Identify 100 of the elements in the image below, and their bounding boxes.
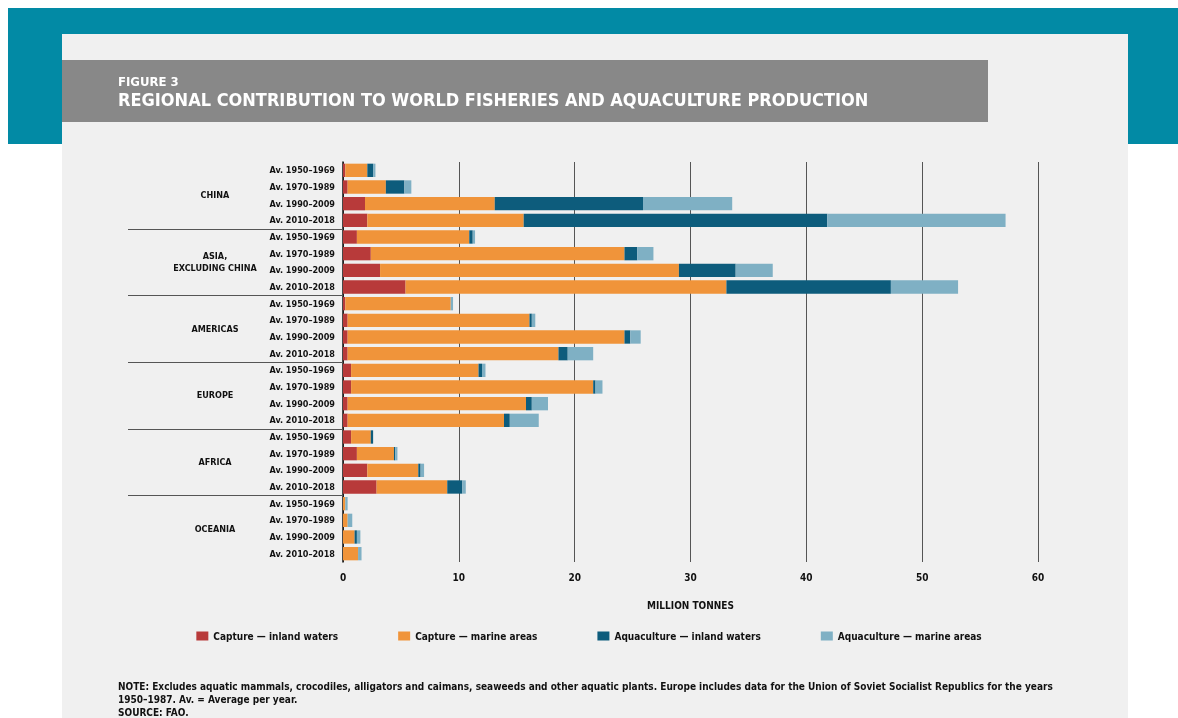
chart-title: REGIONAL CONTRIBUTION TO WORLD FISHERIES AND AQUACULTURE PRODUCTION [118,89,869,110]
bar [735,263,773,277]
y-tick-label: Av. 2010–2018 [269,215,336,226]
y-tick-label: Av. 1970–1989 [269,382,336,392]
bar [678,263,736,277]
bar [345,163,368,177]
bar [343,380,352,394]
bar [343,413,348,427]
bar [343,363,352,377]
y-tick-label: Av. 1950–1969 [269,232,336,242]
bar [531,397,549,411]
x-tick-label: 60 [1031,571,1045,583]
text: CHINA [200,190,231,201]
bar [343,480,377,494]
y-tick-label: Av. 2010–2018 [269,348,336,359]
bar [404,180,412,194]
bar [347,330,625,344]
bar [351,380,594,394]
x-tick-label: 10 [452,571,466,583]
bar [347,313,530,327]
bar [523,213,828,227]
y-tick-label: Av. 1950–1969 [269,165,336,176]
text: NOTE: Excludes aquatic mammals, crocodiles, alligators and caimans, seaweeds and other aquatic plants. Europe includes data for the Union of Soviet Socialist Republics for the years 1950–1987. Av. = Average per year. [118,680,1054,706]
x-tick-label: 50 [915,571,929,583]
bar [351,363,479,377]
y-tick-label: Av. 1990–2009 [269,398,336,409]
bar [890,280,959,294]
y-tick-label: Av. 1970–1989 [269,182,336,192]
bar [462,480,466,494]
bar [637,247,654,261]
bar [624,330,631,344]
y-tick-label: Av. 1950–1969 [269,498,336,509]
x-axis-title: MILLION TONNES [647,599,734,611]
y-tick-label: Av. 1970–1989 [269,448,336,459]
y-tick-label: Av. 1990–2009 [269,198,336,209]
bar [343,347,348,361]
bar [558,347,568,361]
bar [343,430,352,444]
bar [827,213,1006,227]
bar [504,413,510,427]
bar [343,313,348,327]
y-tick-label: Av. 1990–2009 [269,265,336,276]
y-tick-label: Av. 1950–1969 [269,298,336,309]
bar [385,180,405,194]
legend-label: Capture — inland waters [213,630,339,642]
y-tick-label: Av. 1990–2009 [269,332,336,342]
bar [343,530,355,544]
bar [354,530,357,544]
bar [343,197,366,211]
y-tick-label: Av. 1950–1969 [269,432,336,442]
bar [343,213,368,227]
bar [343,447,357,461]
bar [343,330,348,344]
x-tick-label: 20 [568,571,581,583]
bar [343,513,348,527]
bar [343,230,357,244]
bar [595,380,603,394]
text: EUROPE [196,390,234,401]
bar [494,197,644,211]
bar [726,280,891,294]
bar [345,297,451,311]
bar [343,280,406,294]
bar [343,547,359,561]
bar [509,413,539,427]
bar [370,430,374,444]
text: FIGURE 3 [118,74,179,89]
bar [343,463,368,477]
bar [343,247,371,261]
y-tick-label: Av. 1970–1989 [269,315,336,326]
bar [343,397,348,411]
bar [358,547,362,561]
bar [347,413,505,427]
legend-label: Aquaculture — marine areas [837,630,982,642]
x-tick-label: 30 [684,571,697,583]
bar [624,247,638,261]
bar [356,447,394,461]
y-tick-label: Av. 2010–2018 [269,482,336,492]
bar [380,263,679,277]
bar [367,463,419,477]
text: AFRICA [198,457,233,467]
y-tick-label: Av. 1970–1989 [269,515,336,526]
text: AMERICAS [191,323,239,334]
bar [418,463,421,477]
y-tick-label: Av. 2010–2018 [269,415,336,426]
x-tick-label: 0 [339,571,347,583]
bar [630,330,641,344]
bar [343,263,381,277]
bar [367,213,524,227]
bar [347,180,386,194]
y-tick-label: Av. 1950–1969 [269,365,336,376]
legend-label: Aquaculture — inland waters [614,630,761,642]
x-tick-label: 40 [800,571,813,583]
bar [370,247,625,261]
bar [347,347,559,361]
bar [529,313,532,327]
y-tick-label: Av. 1990–2009 [269,465,336,476]
bar [347,397,527,411]
bar [351,430,371,444]
bar [405,280,727,294]
bar [526,397,532,411]
